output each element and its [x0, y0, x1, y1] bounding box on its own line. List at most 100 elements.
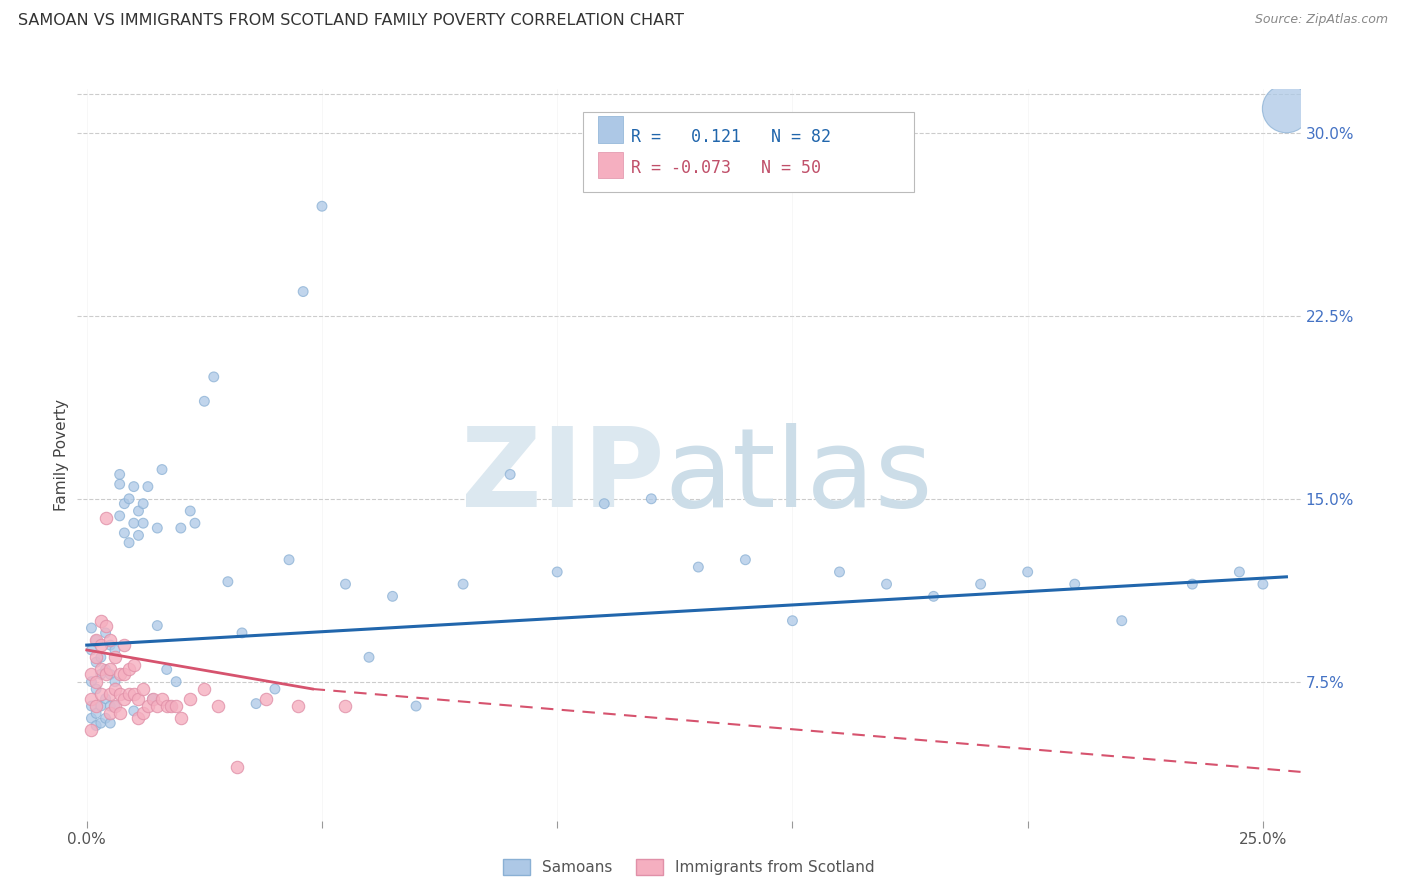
- Text: ZIP: ZIP: [461, 424, 665, 531]
- Point: [127, 528, 149, 542]
- Point: [112, 691, 135, 706]
- Point: [136, 480, 159, 494]
- Point: [170, 521, 193, 535]
- Point: [150, 462, 173, 476]
- Point: [1111, 614, 1133, 628]
- Point: [90, 663, 112, 677]
- Point: [146, 699, 169, 714]
- Point: [193, 681, 215, 696]
- Point: [122, 516, 145, 531]
- Point: [264, 681, 287, 696]
- Point: [80, 699, 103, 714]
- Point: [94, 691, 117, 706]
- Point: [127, 691, 149, 706]
- Point: [132, 516, 155, 531]
- Point: [1275, 102, 1298, 116]
- Point: [108, 706, 131, 721]
- Point: [80, 674, 103, 689]
- Point: [127, 711, 149, 725]
- Point: [136, 699, 159, 714]
- Point: [202, 370, 225, 384]
- Point: [98, 638, 121, 652]
- Point: [84, 633, 107, 648]
- Point: [254, 691, 277, 706]
- Point: [122, 704, 145, 718]
- Point: [98, 706, 121, 721]
- Text: atlas: atlas: [665, 424, 934, 531]
- Point: [112, 525, 135, 540]
- Point: [217, 574, 239, 589]
- Point: [1251, 577, 1274, 591]
- Point: [146, 618, 169, 632]
- Point: [640, 491, 662, 506]
- Point: [80, 711, 103, 725]
- Point: [80, 643, 103, 657]
- Point: [142, 691, 165, 706]
- Point: [112, 667, 135, 681]
- Point: [108, 508, 131, 523]
- Point: [381, 590, 404, 604]
- Point: [156, 699, 179, 714]
- Point: [335, 699, 357, 714]
- Text: Source: ZipAtlas.com: Source: ZipAtlas.com: [1254, 13, 1388, 27]
- Point: [146, 521, 169, 535]
- Point: [311, 199, 333, 213]
- Point: [94, 663, 117, 677]
- Point: [165, 674, 187, 689]
- Point: [84, 674, 107, 689]
- Point: [84, 650, 107, 665]
- Point: [160, 699, 183, 714]
- Point: [451, 577, 474, 591]
- Point: [184, 516, 207, 531]
- Point: [335, 577, 357, 591]
- Point: [84, 655, 107, 669]
- Point: [922, 590, 945, 604]
- Point: [90, 716, 112, 731]
- Point: [104, 699, 127, 714]
- Point: [98, 687, 121, 701]
- Point: [828, 565, 851, 579]
- Point: [90, 650, 112, 665]
- Point: [170, 711, 193, 725]
- Point: [142, 691, 165, 706]
- Point: [108, 467, 131, 482]
- Text: R =   0.121   N = 82: R = 0.121 N = 82: [631, 128, 831, 145]
- Point: [226, 760, 249, 774]
- Point: [118, 687, 141, 701]
- Point: [165, 699, 187, 714]
- Point: [132, 681, 155, 696]
- Point: [80, 691, 103, 706]
- Point: [104, 681, 127, 696]
- Point: [84, 633, 107, 648]
- Point: [108, 477, 131, 491]
- Point: [734, 553, 756, 567]
- Point: [104, 674, 127, 689]
- Point: [94, 667, 117, 681]
- Point: [118, 491, 141, 506]
- Point: [245, 697, 267, 711]
- Point: [90, 667, 112, 681]
- Point: [1063, 577, 1085, 591]
- Point: [292, 285, 315, 299]
- Point: [132, 497, 155, 511]
- Point: [84, 706, 107, 721]
- Point: [98, 699, 121, 714]
- Point: [122, 657, 145, 672]
- Point: [84, 681, 107, 696]
- Point: [546, 565, 568, 579]
- Point: [80, 621, 103, 635]
- Point: [405, 699, 427, 714]
- Point: [127, 504, 149, 518]
- Point: [112, 497, 135, 511]
- Point: [94, 511, 117, 525]
- Point: [876, 577, 898, 591]
- Point: [688, 560, 710, 574]
- Point: [94, 711, 117, 725]
- Point: [179, 691, 201, 706]
- Point: [193, 394, 215, 409]
- Point: [969, 577, 991, 591]
- Point: [1181, 577, 1204, 591]
- Point: [90, 614, 112, 628]
- Point: [287, 699, 309, 714]
- Point: [593, 497, 616, 511]
